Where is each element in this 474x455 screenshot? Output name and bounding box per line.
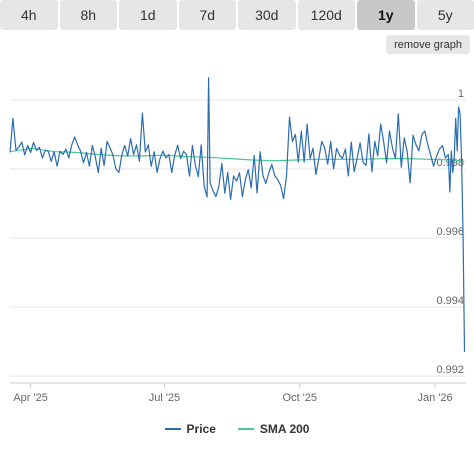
tab-30d[interactable]: 30d [238,0,296,30]
x-tick-label: Oct '25 [283,392,318,404]
tab-4h[interactable]: 4h [0,0,58,30]
legend-label-price: Price [186,422,216,436]
tab-120d[interactable]: 120d [297,0,355,30]
tab-7d[interactable]: 7d [178,0,236,30]
y-tick-label: 0.994 [436,295,464,307]
legend-item-price[interactable]: Price [164,422,216,436]
x-tick-label: Jan '26 [418,392,453,404]
legend-label-sma: SMA 200 [259,422,310,436]
price-line-swatch [164,428,181,430]
x-tick-label: Apr '25 [13,392,48,404]
x-tick-label: Jul '25 [149,392,180,404]
chart-legend: Price SMA 200 [0,419,474,439]
sma-line-swatch [237,428,254,430]
y-tick-label: 1 [458,88,464,100]
legend-item-sma[interactable]: SMA 200 [237,422,310,436]
tab-5y[interactable]: 5y [416,0,474,30]
tab-8h[interactable]: 8h [59,0,117,30]
tab-1y[interactable]: 1y [357,0,415,30]
y-tick-label: 0.996 [436,226,464,238]
tab-1d[interactable]: 1d [119,0,177,30]
y-tick-label: 0.992 [436,364,464,376]
remove-graph-button[interactable]: remove graph [386,35,470,54]
price-line [9,77,466,352]
time-range-tabs: 4h 8h 1d 7d 30d 120d 1y 5y [0,0,474,30]
